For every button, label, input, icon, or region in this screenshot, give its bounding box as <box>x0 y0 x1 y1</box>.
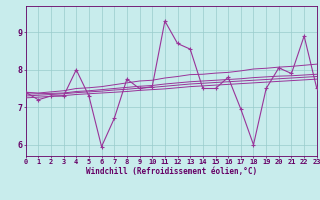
X-axis label: Windchill (Refroidissement éolien,°C): Windchill (Refroidissement éolien,°C) <box>86 167 257 176</box>
